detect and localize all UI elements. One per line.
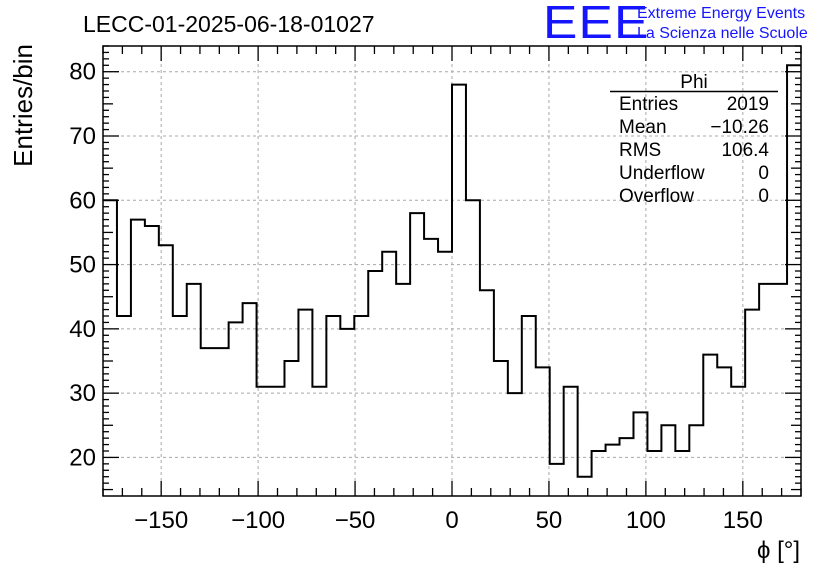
y-tick-label-1: 30 — [69, 380, 96, 407]
histogram-bin-40 — [661, 425, 675, 496]
histogram-bin-14 — [298, 310, 312, 496]
histogram-bin-24 — [438, 252, 452, 496]
x-tick-label-2: −50 — [335, 507, 376, 534]
histogram-bin-20 — [382, 252, 396, 496]
histogram-bin-1 — [117, 316, 131, 496]
histogram-bin-42 — [689, 425, 703, 496]
y-tick-label-3: 50 — [69, 252, 96, 279]
histogram-bin-29 — [508, 393, 522, 496]
histogram-bin-32 — [550, 464, 564, 496]
stats-label-underflow: Underflow — [619, 163, 705, 184]
branding-line-1: Extreme Energy Events — [637, 5, 806, 22]
histogram-bin-46 — [745, 310, 759, 496]
histogram-bin-47 — [759, 284, 773, 496]
x-tick-label-1: −100 — [231, 507, 285, 534]
y-tick-label-4: 60 — [69, 187, 96, 214]
histogram-bin-43 — [703, 355, 717, 496]
histogram-bin-31 — [536, 367, 550, 496]
histogram-bin-25 — [452, 85, 466, 496]
x-tick-label-0: −150 — [134, 507, 188, 534]
axis-ticks — [102, 45, 802, 496]
histogram-bin-3 — [145, 226, 159, 496]
histogram-bin-26 — [466, 200, 480, 496]
histogram-bin-13 — [284, 361, 298, 496]
histogram-bin-44 — [717, 367, 731, 496]
stats-box-title: Phi — [680, 72, 707, 93]
x-tick-label-5: 100 — [626, 507, 666, 534]
x-tick-label-6: 150 — [723, 507, 763, 534]
histogram-bin-8 — [215, 348, 229, 496]
histogram-bin-33 — [564, 387, 578, 496]
histogram-bin-37 — [620, 438, 634, 496]
histogram-bin-11 — [257, 387, 271, 496]
histogram-bin-48 — [773, 284, 787, 496]
stats-value-overflow: 0 — [758, 186, 769, 207]
stats-value-mean: −10.26 — [710, 117, 769, 138]
stats-label-rms: RMS — [619, 140, 661, 161]
stats-value-rms: 106.4 — [721, 140, 769, 161]
histogram-bin-16 — [326, 316, 340, 496]
histogram-series — [103, 64, 801, 496]
eee-branding: EEE Extreme Energy Events La Scienza nel… — [543, 0, 833, 48]
histogram-bin-9 — [229, 322, 243, 496]
histogram-bin-19 — [368, 271, 382, 496]
branding-line-2: La Scienza nelle Scuole — [637, 25, 808, 42]
eee-logo-icon: EEE — [543, 0, 650, 48]
stats-box: Phi Entries 2019 Mean −10.26 RMS 106.4 Underfl… — [610, 72, 778, 207]
stats-value-entries: 2019 — [727, 94, 769, 115]
histogram-bin-7 — [201, 348, 215, 496]
y-axis-label: Entries/bin — [8, 44, 38, 167]
y-tick-label-2: 40 — [69, 316, 96, 343]
x-axis-label: ϕ [°] — [757, 537, 800, 564]
y-tick-label-5: 70 — [69, 123, 96, 150]
stats-value-underflow: 0 — [758, 163, 769, 184]
histogram-bin-10 — [243, 303, 257, 496]
tick-labels: −150 −100 −50 0 50 100 150 20 30 40 50 60 70 80 — [69, 59, 763, 534]
histogram-bin-21 — [396, 284, 410, 496]
histogram-bin-30 — [522, 316, 536, 496]
histogram-bin-22 — [410, 213, 424, 496]
histogram-bin-28 — [494, 361, 508, 496]
y-tick-label-0: 20 — [69, 444, 96, 471]
y-tick-label-6: 80 — [69, 59, 96, 86]
histogram-bin-34 — [578, 477, 592, 496]
histogram-bin-15 — [312, 387, 326, 496]
x-tick-label-3: 0 — [445, 507, 458, 534]
stats-label-overflow: Overflow — [619, 186, 694, 207]
histogram-bin-6 — [187, 284, 201, 496]
stats-label-mean: Mean — [619, 117, 667, 138]
x-tick-label-4: 50 — [536, 507, 563, 534]
histogram-bin-12 — [271, 387, 285, 496]
histogram-bin-18 — [354, 316, 368, 496]
stats-label-entries: Entries — [619, 94, 678, 115]
histogram-bin-5 — [173, 316, 187, 496]
chart-title: LECC-01-2025-06-18-01027 — [83, 11, 375, 37]
histogram-outline — [103, 64, 801, 478]
histogram-bin-2 — [131, 220, 145, 496]
histogram-bin-17 — [340, 329, 354, 496]
